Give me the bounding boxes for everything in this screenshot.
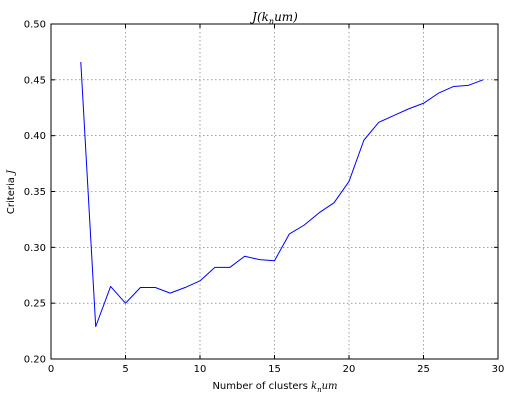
- y-tick-label: 0.35: [24, 187, 46, 198]
- y-tick-label: 0.20: [24, 355, 46, 366]
- y-axis-label: Criteria J: [6, 169, 17, 214]
- x-axis-label: Number of clusters knum: [212, 381, 337, 394]
- x-tick-label: 10: [194, 364, 207, 375]
- tick-layer: 0 5 10 15 20 25 30 0.20 0.25 0.30 0.35 0.40 0.45 0.50: [24, 20, 505, 376]
- grid-layer: [51, 24, 498, 359]
- y-tick-label: 0.25: [24, 299, 46, 310]
- x-tick-label: 25: [417, 364, 430, 375]
- x-tick-label: 20: [343, 364, 356, 375]
- x-axis-label-sub: n: [317, 386, 322, 394]
- series-line: [80, 61, 484, 328]
- x-tick-label: 0: [48, 364, 54, 375]
- y-tick-label: 0.45: [24, 75, 46, 86]
- x-tick-label: 30: [492, 364, 505, 375]
- y-tick-label: 0.50: [24, 20, 46, 31]
- chart-title: J(knum): [249, 10, 298, 26]
- title-main: J(k: [249, 10, 269, 24]
- y-axis-label-math: J: [6, 169, 17, 176]
- x-axis-label-math: k: [311, 381, 317, 392]
- x-tick-label: 5: [122, 364, 128, 375]
- x-axis-label-rest: um: [322, 381, 338, 392]
- title-sub: n: [269, 17, 274, 26]
- y-tick-label: 0.30: [24, 243, 46, 254]
- series-layer: [80, 61, 484, 328]
- x-tick-label: 15: [268, 364, 281, 375]
- y-tick-label: 0.40: [24, 131, 46, 142]
- title-rest: um): [274, 10, 298, 24]
- y-axis-label-text: Criteria: [6, 174, 17, 214]
- x-axis-label-text: Number of clusters: [212, 381, 311, 392]
